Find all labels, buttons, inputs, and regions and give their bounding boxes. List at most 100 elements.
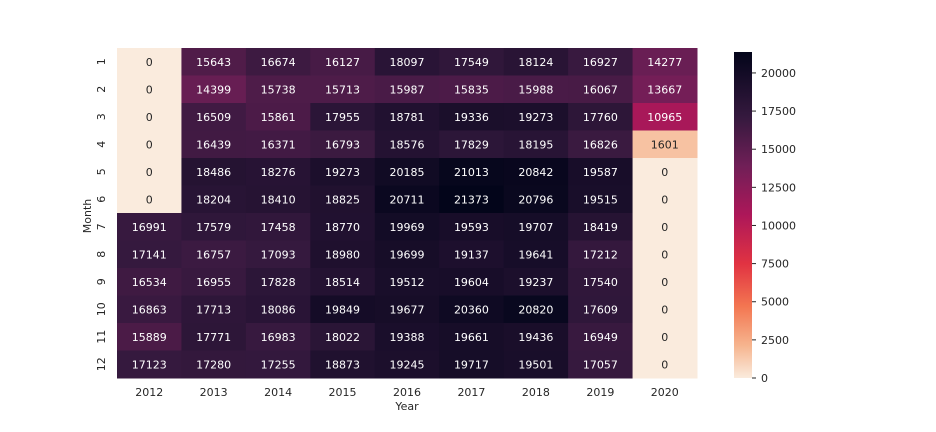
heatmap-cell-labels: 0 15643 16674 16127 18097 17549 18124 16927 1427…: [132, 56, 683, 372]
x-tick-label: 2015: [329, 386, 357, 399]
heatmap-cell: [245, 185, 311, 214]
heatmap-cell: [632, 213, 698, 241]
heatmap-cells: [117, 48, 698, 379]
cell-value-label: 16991: [132, 221, 167, 234]
heatmap-cell: [310, 103, 376, 131]
heatmap-cell: [503, 158, 569, 186]
heatmap-cell: [568, 323, 634, 351]
y-tick-label: 12: [95, 357, 108, 371]
cell-value-label: 15889: [132, 331, 167, 344]
cell-value-label: 19515: [583, 193, 618, 206]
cell-value-label: 15987: [390, 83, 425, 96]
x-tick-label: 2016: [393, 386, 421, 399]
x-tick-label: 2012: [135, 386, 163, 399]
heatmap-cell: [181, 158, 247, 186]
heatmap-cell: [181, 103, 247, 131]
y-tick-label: 7: [95, 223, 108, 230]
cell-value-label: 17760: [583, 111, 618, 124]
y-tick-label: 1: [95, 58, 108, 65]
cell-value-label: 21373: [454, 193, 489, 206]
heatmap-cell: [245, 48, 311, 76]
heatmap-cell: [439, 48, 505, 76]
heatmap-cell: [181, 350, 247, 379]
cell-value-label: 15713: [325, 83, 360, 96]
colorbar-tick-label: 20000: [761, 67, 796, 80]
heatmap-cell: [568, 130, 634, 159]
heatmap-cell: [439, 185, 505, 214]
heatmap-cell: [439, 103, 505, 131]
heatmap-cell: [310, 130, 376, 159]
y-tick-label: 3: [95, 113, 108, 120]
cell-value-label: 0: [146, 193, 153, 206]
cell-value-label: 0: [146, 138, 153, 151]
cell-value-label: 16983: [261, 331, 296, 344]
heatmap-cell: [439, 158, 505, 186]
heatmap-cell: [568, 350, 634, 379]
heatmap-cell: [181, 185, 247, 214]
cell-value-label: 17255: [261, 358, 296, 371]
cell-value-label: 18486: [196, 166, 231, 179]
cell-value-label: 0: [146, 166, 153, 179]
heatmap-cell: [439, 295, 505, 324]
heatmap-cell: [117, 268, 182, 296]
cell-value-label: 20185: [390, 166, 425, 179]
cell-value-label: 19699: [390, 248, 425, 261]
cell-value-label: 14399: [196, 83, 231, 96]
cell-value-label: 19436: [518, 331, 553, 344]
heatmap-cell: [117, 48, 182, 76]
cell-value-label: 19604: [454, 276, 489, 289]
heatmap-cell: [632, 158, 698, 186]
cell-value-label: 19707: [518, 221, 553, 234]
y-tick-label: 4: [95, 141, 108, 148]
y-tick-label: 6: [95, 196, 108, 203]
cell-value-label: 16509: [196, 111, 231, 124]
heatmap-cell: [310, 213, 376, 241]
heatmap-cell: [568, 268, 634, 296]
cell-value-label: 17579: [196, 221, 231, 234]
heatmap-cell: [374, 75, 440, 104]
heatmap-cell: [568, 75, 634, 104]
heatmap-cell: [117, 213, 182, 241]
heatmap-cell: [245, 75, 311, 104]
colorbar-tick-label: 10000: [761, 219, 796, 232]
heatmap-cell: [181, 75, 247, 104]
cell-value-label: 18873: [325, 358, 360, 371]
y-axis-label: Month: [81, 199, 94, 234]
x-axis-label: Year: [394, 400, 419, 413]
heatmap-cell: [245, 213, 311, 241]
heatmap-cell: [310, 323, 376, 351]
heatmap-cell: [503, 103, 569, 131]
cell-value-label: 18022: [325, 331, 360, 344]
cell-value-label: 18419: [583, 221, 618, 234]
cell-value-label: 0: [661, 331, 668, 344]
heatmap-cell: [632, 185, 698, 214]
cell-value-label: 17057: [583, 358, 618, 371]
cell-value-label: 1601: [651, 138, 679, 151]
cell-value-label: 16674: [261, 56, 296, 69]
heatmap-cell: [117, 295, 182, 324]
cell-value-label: 0: [146, 111, 153, 124]
cell-value-label: 19661: [454, 331, 489, 344]
colorbar-tick-label: 0: [761, 372, 768, 385]
cell-value-label: 15835: [454, 83, 489, 96]
heatmap-cell: [632, 268, 698, 296]
cell-value-label: 18204: [196, 193, 231, 206]
heatmap-cell: [245, 240, 311, 269]
heatmap-cell: [503, 130, 569, 159]
cell-value-label: 17955: [325, 111, 360, 124]
cell-value-label: 18276: [261, 166, 296, 179]
cell-value-label: 17609: [583, 303, 618, 316]
cell-value-label: 16927: [583, 56, 618, 69]
cell-value-label: 17540: [583, 276, 618, 289]
heatmap-cell: [245, 295, 311, 324]
heatmap-cell: [181, 295, 247, 324]
heatmap-cell: [117, 130, 182, 159]
cell-value-label: 17828: [261, 276, 296, 289]
colorbar: [734, 52, 752, 378]
heatmap-cell: [632, 350, 698, 379]
cell-value-label: 17141: [132, 248, 167, 261]
heatmap-cell: [117, 185, 182, 214]
cell-value-label: 16793: [325, 138, 360, 151]
heatmap-cell: [632, 323, 698, 351]
cell-value-label: 15988: [518, 83, 553, 96]
